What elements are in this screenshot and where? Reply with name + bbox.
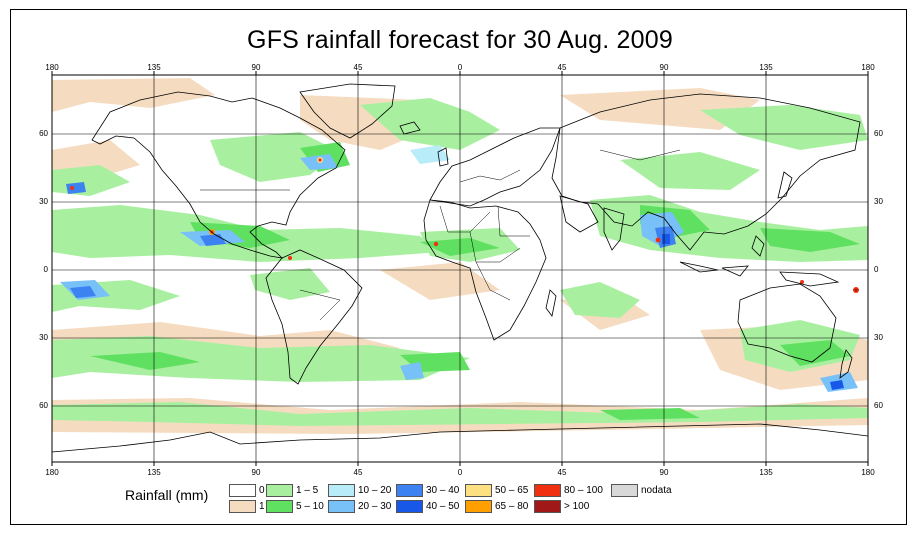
right-tick-label: 60 <box>874 401 883 410</box>
legend-swatch <box>396 484 423 497</box>
top-tick-label: 45 <box>557 63 567 72</box>
legend-swatch <box>229 500 256 513</box>
legend-swatch <box>328 500 355 513</box>
legend-label: 80 – 100 <box>564 485 603 496</box>
legend-swatch <box>396 500 423 513</box>
legend-swatch <box>534 500 561 513</box>
legend-label: 50 – 65 <box>495 485 529 496</box>
left-tick-label: 0 <box>43 265 48 274</box>
legend-label: 20 – 30 <box>358 501 392 512</box>
legend-swatch <box>611 484 638 497</box>
right-tick-label: 60 <box>874 129 883 138</box>
legend-swatch <box>266 500 293 513</box>
legend-label: > 100 <box>564 501 590 512</box>
left-tick-label: 30 <box>39 333 48 342</box>
legend-label: nodata <box>641 485 672 496</box>
right-tick-label: 0 <box>874 265 879 274</box>
right-tick-label: 30 <box>874 197 883 206</box>
bottom-tick-label: 135 <box>759 468 773 477</box>
top-tick-label: 90 <box>659 63 669 72</box>
graticule <box>52 75 868 462</box>
top-tick-label: 0 <box>457 63 463 72</box>
legend-label: 65 – 80 <box>495 501 529 512</box>
legend-swatch <box>328 484 355 497</box>
legend-label: 40 – 50 <box>426 501 460 512</box>
bottom-tick-label: 135 <box>147 468 161 477</box>
top-tick-label: 45 <box>353 63 363 72</box>
top-tick-label: 135 <box>759 63 773 72</box>
legend-title: Rainfall (mm) <box>125 487 209 503</box>
legend-swatch <box>465 500 492 513</box>
legend-label: 30 – 40 <box>426 485 460 496</box>
bottom-tick-label: 0 <box>457 468 463 477</box>
legend-label: 1 <box>259 501 265 512</box>
figure-frame <box>10 9 907 525</box>
map-title: GFS rainfall forecast for 30 Aug. 2009 <box>247 26 673 54</box>
left-tick-label: 60 <box>39 401 48 410</box>
legend-swatch <box>266 484 293 497</box>
coastlines <box>52 83 868 453</box>
bottom-tick-label: 180 <box>861 468 875 477</box>
bottom-tick-label: 90 <box>659 468 669 477</box>
top-tick-label: 180 <box>861 63 875 72</box>
tick-marks <box>51 71 869 466</box>
top-tick-label: 90 <box>251 63 261 72</box>
legend-label: 5 – 10 <box>296 501 324 512</box>
legend-label: 1 – 5 <box>296 485 319 496</box>
legend-label: 10 – 20 <box>358 485 392 496</box>
legend-swatch <box>229 484 256 497</box>
top-tick-label: 135 <box>147 63 161 72</box>
top-tick-label: 180 <box>45 63 59 72</box>
legend-swatch <box>534 484 561 497</box>
bottom-tick-label: 45 <box>353 468 363 477</box>
legend-label: 0 <box>259 485 265 496</box>
legend-swatch <box>465 484 492 497</box>
right-tick-label: 30 <box>874 333 883 342</box>
bottom-tick-label: 90 <box>251 468 261 477</box>
left-tick-label: 30 <box>39 197 48 206</box>
country-borders <box>200 149 681 321</box>
bottom-tick-label: 45 <box>557 468 567 477</box>
bottom-tick-label: 180 <box>45 468 59 477</box>
left-tick-label: 60 <box>39 129 48 138</box>
